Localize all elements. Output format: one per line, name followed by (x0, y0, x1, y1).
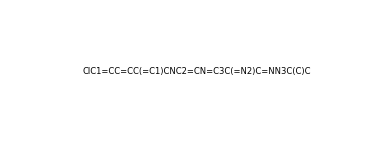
Text: ClC1=CC=CC(=C1)CNC2=CN=C3C(=N2)C=NN3C(C)C: ClC1=CC=CC(=C1)CNC2=CN=C3C(=N2)C=NN3C(C)… (83, 67, 311, 76)
